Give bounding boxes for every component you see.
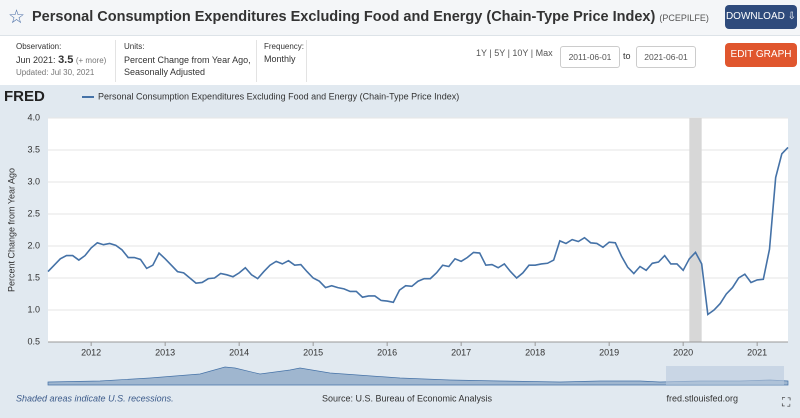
updated: Updated: Jul 30, 2021 <box>16 68 95 77</box>
plot-area <box>48 118 788 342</box>
y-tick-label: 1.5 <box>27 272 40 282</box>
x-tick-label: 2021 <box>747 347 767 357</box>
units: Units: Percent Change from Year Ago, Sea… <box>124 42 254 78</box>
y-tick-label: 2.5 <box>27 208 40 218</box>
end-date-input[interactable]: 2021-06-01 <box>636 46 696 68</box>
y-tick-label: 3.0 <box>27 176 40 186</box>
site-url: fred.stlouisfed.org <box>666 393 738 403</box>
frequency-label: Frequency: <box>264 42 305 51</box>
recession-band <box>689 118 702 342</box>
y-tick-label: 3.5 <box>27 144 40 154</box>
download-button[interactable]: DOWNLOAD ⇩ <box>725 5 797 29</box>
x-tick-label: 2020 <box>673 347 693 357</box>
range-link[interactable]: 1Y <box>476 48 487 58</box>
x-tick-label: 2014 <box>229 347 249 357</box>
separator <box>256 40 257 82</box>
range-link[interactable]: 10Y <box>512 48 529 58</box>
edit-graph-button[interactable]: EDIT GRAPH ✿ <box>725 43 797 84</box>
source: Source: U.S. Bureau of Economic Analysis <box>322 393 493 403</box>
frequency-value: Monthly <box>264 54 296 64</box>
recession-note: Shaded areas indicate U.S. recessions. <box>16 393 174 403</box>
separator <box>306 40 307 82</box>
y-axis-label: Percent Change from Year Ago <box>6 168 16 292</box>
header-bar: ☆ Personal Consumption Expenditures Excl… <box>0 0 800 36</box>
observation-date: Jun 2021: <box>16 55 56 65</box>
y-tick-label: 4.0 <box>27 112 40 122</box>
y-tick-label: 1.0 <box>27 304 40 314</box>
series-line <box>47 146 789 316</box>
x-tick-label: 2012 <box>81 347 101 357</box>
favorite-star[interactable]: ☆ <box>8 7 26 28</box>
to-label: to <box>623 51 631 61</box>
title-text: Personal Consumption Expenditures Exclud… <box>32 9 656 25</box>
start-date-input[interactable]: 2011-06-01 <box>560 46 620 68</box>
x-tick-label: 2019 <box>599 347 619 357</box>
observation-label: Observation: <box>16 42 62 51</box>
x-tick-label: 2018 <box>525 347 545 357</box>
range-link[interactable]: Max <box>535 48 553 58</box>
observation-value: 3.5 <box>58 54 74 66</box>
navigator-window[interactable] <box>666 366 784 385</box>
y-tick-label: 0.5 <box>27 336 40 346</box>
separator <box>115 40 116 82</box>
units-value: Percent Change from Year Ago, Seasonally… <box>124 55 251 77</box>
x-tick-label: 2016 <box>377 347 397 357</box>
frequency: Frequency: Monthly <box>264 42 304 64</box>
chart: FRED Shaded areas indicate U.S. recessio… <box>0 85 800 418</box>
range-links: 1Y | 5Y | 10Y | Max <box>476 48 553 58</box>
legend-label: Personal Consumption Expenditures Exclud… <box>98 91 459 101</box>
fred-logo: FRED <box>4 88 45 105</box>
more-link[interactable]: (+ more) <box>75 56 107 65</box>
y-tick-label: 2.0 <box>27 240 40 250</box>
x-tick-label: 2013 <box>155 347 175 357</box>
fullscreen-icon[interactable]: ⛶ <box>781 395 791 409</box>
series-id: (PCEPILFE) <box>659 13 709 23</box>
range-link[interactable]: 5Y <box>494 48 506 58</box>
download-label: DOWNLOAD <box>725 11 785 22</box>
edit-graph-label: EDIT GRAPH <box>730 49 792 60</box>
series-title: Personal Consumption Expenditures Exclud… <box>32 9 709 25</box>
x-tick-label: 2015 <box>303 347 323 357</box>
observation: Observation: Jun 2021: 3.5 (+ more) Upda… <box>16 42 106 77</box>
x-tick-label: 2017 <box>451 347 471 357</box>
units-label: Units: <box>124 42 145 51</box>
